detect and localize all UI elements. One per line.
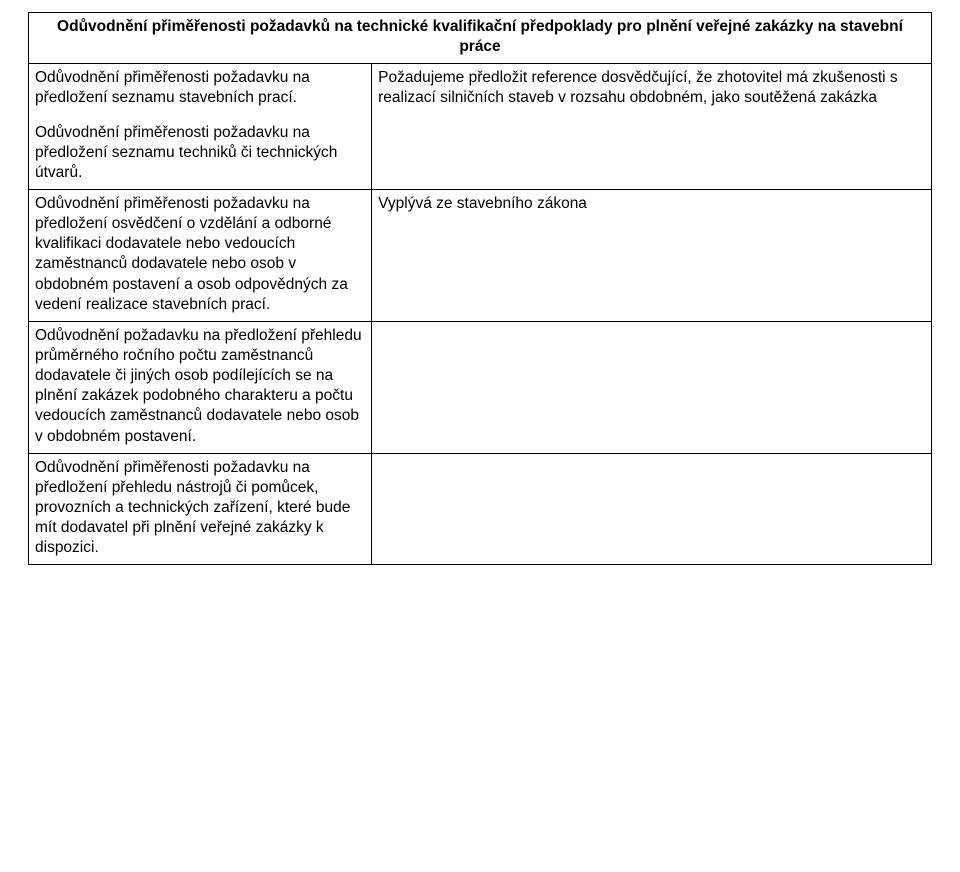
row-0-right: Požadujeme předložit reference dosvědčuj… [372, 64, 932, 190]
row-0-left-para-0: Odůvodnění přiměřenosti požadavku na pře… [35, 68, 365, 108]
row-0-left-para-1: Odůvodnění přiměřenosti požadavku na pře… [35, 123, 365, 183]
row-2-left-para-0: Odůvodnění požadavku na předložení přehl… [35, 326, 365, 447]
table-row: Odůvodnění přiměřenosti požadavku na pře… [29, 189, 932, 321]
table-row: Odůvodnění přiměřenosti požadavku na pře… [29, 64, 932, 190]
table-row: Odůvodnění požadavku na předložení přehl… [29, 321, 932, 453]
row-3-left-para-0: Odůvodnění přiměřenosti požadavku na pře… [35, 458, 365, 559]
table-title-row: Odůvodnění přiměřenosti požadavků na tec… [29, 13, 932, 64]
row-1-right: Vyplývá ze stavebního zákona [372, 189, 932, 321]
row-1-left: Odůvodnění přiměřenosti požadavku na pře… [29, 189, 372, 321]
row-1-left-para-0: Odůvodnění přiměřenosti požadavku na pře… [35, 194, 365, 315]
qualification-table: Odůvodnění přiměřenosti požadavků na tec… [28, 12, 932, 565]
row-0-left: Odůvodnění přiměřenosti požadavku na pře… [29, 64, 372, 190]
row-2-right [372, 321, 932, 453]
table-title: Odůvodnění přiměřenosti požadavků na tec… [29, 13, 932, 64]
table-row: Odůvodnění přiměřenosti požadavku na pře… [29, 453, 932, 565]
row-3-left: Odůvodnění přiměřenosti požadavku na pře… [29, 453, 372, 565]
row-2-left: Odůvodnění požadavku na předložení přehl… [29, 321, 372, 453]
row-3-right [372, 453, 932, 565]
